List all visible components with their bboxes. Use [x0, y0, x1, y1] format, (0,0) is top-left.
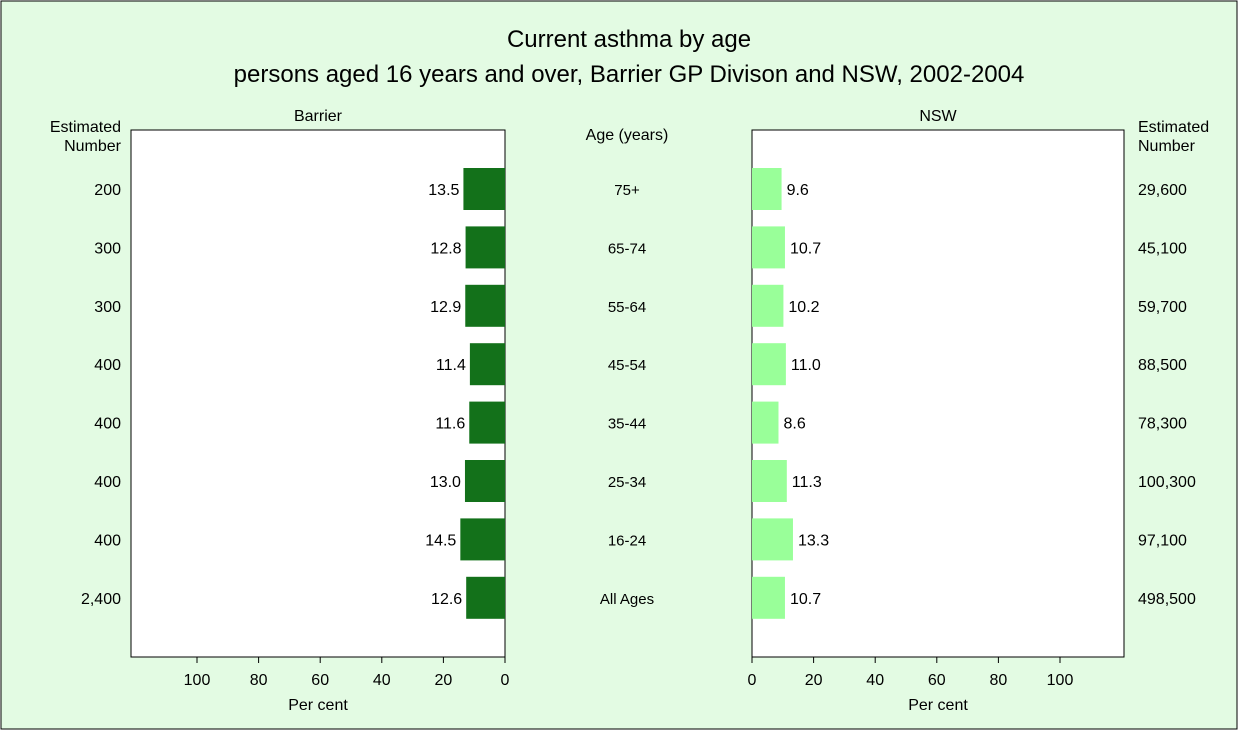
barrier-value-label: 13.0 [430, 474, 461, 491]
barrier-value-label: 12.8 [430, 240, 461, 257]
left-plot-area [130, 129, 506, 658]
barrier-estimated-number: 2,400 [81, 591, 121, 608]
nsw-value-label: 10.7 [790, 591, 821, 608]
nsw-value-label: 11.3 [792, 474, 822, 491]
barrier-estimated-number: 300 [94, 299, 121, 316]
nsw-estimated-number: 498,500 [1138, 591, 1196, 608]
right-estimated-header-line1: Estimated [1138, 119, 1209, 136]
left-estimated-header-line2: Number [64, 138, 122, 155]
left-x-tick-label: 100 [184, 672, 211, 689]
age-category-label: 35-44 [608, 416, 646, 433]
left-x-tick-label: 40 [373, 672, 391, 689]
age-category-label: 45-54 [608, 357, 646, 374]
barrier-value-label: 11.6 [435, 416, 465, 433]
barrier-value-label: 14.5 [425, 532, 456, 549]
chart-title: Current asthma by age [507, 26, 751, 53]
right-x-tick-label: 100 [1047, 672, 1074, 689]
left-panel-title: Barrier [294, 108, 343, 125]
nsw-bar [752, 284, 784, 327]
barrier-bar [465, 284, 505, 327]
nsw-estimated-number: 88,500 [1138, 357, 1187, 374]
barrier-bar [469, 401, 505, 444]
barrier-estimated-number: 400 [94, 416, 121, 433]
barrier-value-label: 13.5 [428, 182, 459, 199]
right-x-axis-label: Per cent [908, 697, 968, 714]
nsw-estimated-number: 97,100 [1138, 532, 1187, 549]
nsw-estimated-number: 100,300 [1138, 474, 1196, 491]
left-x-tick-label: 80 [250, 672, 268, 689]
nsw-estimated-number: 45,100 [1138, 240, 1187, 257]
nsw-bar [752, 518, 793, 561]
age-category-label: All Ages [600, 591, 654, 608]
left-x-tick-label: 60 [311, 672, 329, 689]
right-estimated-header-line2: Number [1138, 138, 1196, 155]
age-category-label: 75+ [614, 182, 640, 199]
left-x-tick-label: 0 [501, 672, 510, 689]
left-x-tick-label: 20 [435, 672, 453, 689]
barrier-bar [463, 168, 505, 210]
barrier-bar [460, 518, 505, 561]
left-x-axis-label: Per cent [288, 697, 348, 714]
right-x-tick-label: 60 [928, 672, 946, 689]
right-x-tick-label: 40 [866, 672, 884, 689]
center-header: Age (years) [586, 127, 669, 144]
right-plot-area [751, 129, 1125, 658]
nsw-value-label: 13.3 [798, 532, 829, 549]
right-x-tick-label: 80 [990, 672, 1008, 689]
barrier-estimated-number: 400 [94, 474, 121, 491]
barrier-bar [466, 576, 505, 619]
nsw-value-label: 8.6 [783, 416, 805, 433]
chart-subtitle: persons aged 16 years and over, Barrier … [234, 61, 1025, 88]
barrier-estimated-number: 300 [94, 240, 121, 257]
barrier-value-label: 11.4 [436, 357, 466, 374]
barrier-bar [469, 343, 505, 386]
barrier-bar [464, 460, 505, 502]
age-category-label: 55-64 [608, 299, 646, 316]
barrier-value-label: 12.9 [430, 299, 461, 316]
nsw-value-label: 10.7 [790, 240, 821, 257]
nsw-value-label: 9.6 [787, 182, 809, 199]
right-panel-title: NSW [919, 108, 957, 125]
nsw-bar [752, 460, 787, 502]
nsw-bar [752, 343, 786, 386]
nsw-bar [752, 576, 785, 619]
age-category-label: 25-34 [608, 474, 646, 491]
right-x-tick-label: 0 [748, 672, 757, 689]
nsw-estimated-number: 29,600 [1138, 182, 1187, 199]
nsw-estimated-number: 59,700 [1138, 299, 1187, 316]
barrier-estimated-number: 200 [94, 182, 121, 199]
barrier-bar [465, 226, 505, 269]
nsw-value-label: 11.0 [791, 357, 821, 374]
nsw-value-label: 10.2 [788, 299, 819, 316]
nsw-bar [752, 168, 782, 210]
nsw-estimated-number: 78,300 [1138, 416, 1187, 433]
nsw-bar [752, 226, 785, 269]
barrier-estimated-number: 400 [94, 532, 121, 549]
barrier-estimated-number: 400 [94, 357, 121, 374]
age-category-label: 65-74 [608, 240, 646, 257]
left-estimated-header-line1: Estimated [50, 119, 121, 136]
nsw-bar [752, 401, 779, 444]
age-category-label: 16-24 [608, 532, 646, 549]
right-x-tick-label: 20 [805, 672, 823, 689]
barrier-value-label: 12.6 [431, 591, 462, 608]
